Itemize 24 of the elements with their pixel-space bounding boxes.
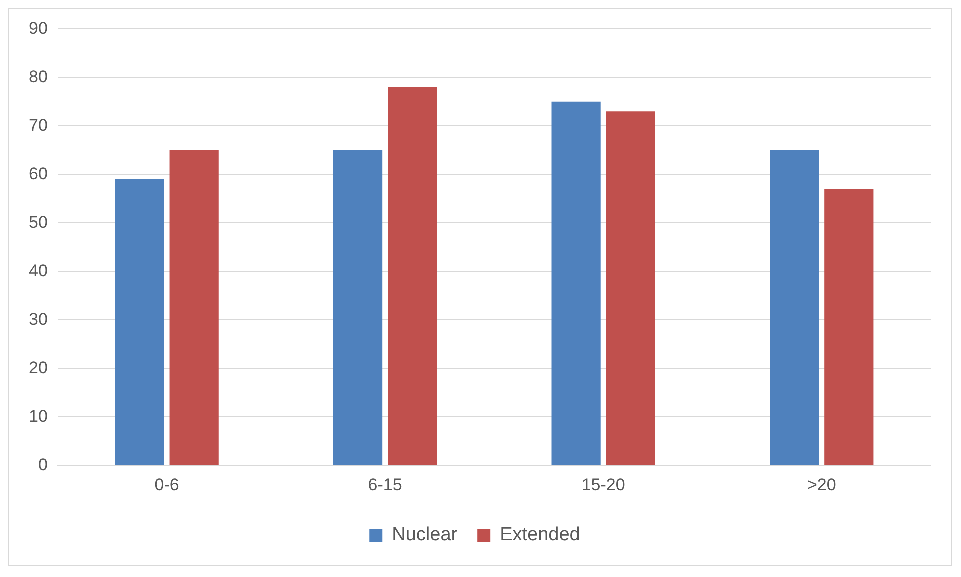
bar: [552, 102, 601, 466]
y-tick-label: 30: [28, 310, 48, 329]
y-tick-label: 90: [28, 18, 48, 38]
y-tick-label: 70: [28, 116, 48, 135]
bar: [770, 150, 820, 466]
y-tick-label: 60: [28, 164, 48, 184]
y-tick-label: 80: [28, 67, 48, 86]
legend-label: Extended: [500, 524, 580, 546]
bar: [388, 87, 438, 466]
y-tick-label: 40: [28, 261, 48, 280]
bar: [606, 112, 656, 466]
bar: [824, 189, 874, 466]
x-tick-label: 15-20: [582, 475, 626, 494]
bar: [333, 150, 383, 466]
y-tick-label: 20: [28, 358, 48, 378]
x-tick-label: >20: [807, 475, 836, 494]
bar: [170, 150, 219, 466]
y-tick-label: 50: [28, 212, 48, 232]
x-tick-label: 6-15: [368, 475, 402, 494]
y-tick-label: 0: [38, 455, 48, 474]
x-tick-label: 0-6: [154, 475, 180, 494]
y-tick-label: 10: [28, 406, 48, 426]
legend-label: Nuclear: [392, 524, 458, 546]
bar: [115, 180, 164, 466]
